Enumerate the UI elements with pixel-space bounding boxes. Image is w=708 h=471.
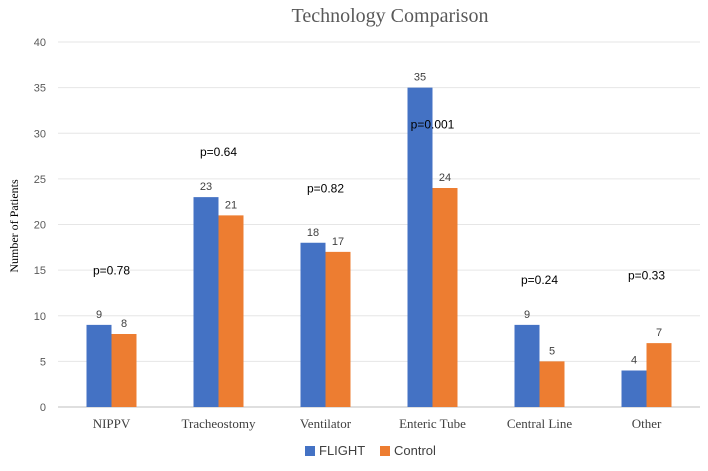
x-tick-label: Enteric Tube [399, 416, 466, 431]
p-value-annotations: p=0.78 p=0.64 p=0.82 p=0.001 p=0.24 p=0.33 [93, 118, 665, 287]
bar-control-4 [539, 361, 565, 407]
bar-control-5 [646, 343, 672, 407]
x-tick-label: Ventilator [300, 416, 352, 431]
data-label: 7 [656, 327, 662, 339]
data-label: 18 [307, 227, 319, 239]
data-label: 23 [200, 181, 212, 193]
y-tick-label: 40 [34, 37, 46, 49]
y-tick-label: 10 [34, 311, 46, 323]
data-labels: 9 8 23 21 18 17 35 24 9 5 4 7 [96, 72, 662, 367]
bars [86, 87, 672, 407]
legend-swatch-flight [305, 446, 315, 456]
p-value-label: p=0.001 [411, 118, 455, 132]
legend-swatch-control [380, 446, 390, 456]
y-tick-labels: 0 5 10 15 20 25 30 35 40 [34, 37, 46, 414]
y-tick-label: 15 [34, 265, 46, 277]
y-tick-label: 35 [34, 83, 46, 95]
data-label: 4 [631, 355, 637, 367]
legend-label-flight: FLIGHT [319, 443, 365, 458]
chart-title: Technology Comparison [292, 5, 489, 27]
p-value-label: p=0.64 [200, 145, 237, 159]
bar-control-3 [432, 188, 458, 407]
legend-label-control: Control [394, 443, 436, 458]
gridlines [58, 41, 700, 362]
y-tick-label: 0 [40, 402, 46, 414]
data-label: 17 [332, 236, 344, 248]
y-tick-label: 30 [34, 128, 46, 140]
y-tick-label: 25 [34, 174, 46, 186]
y-axis-label: Number of Patients [7, 179, 21, 273]
p-value-label: p=0.82 [307, 182, 344, 196]
data-label: 5 [549, 345, 555, 357]
data-label: 24 [439, 172, 451, 184]
bar-flight-2 [300, 242, 326, 407]
x-tick-label: Central Line [507, 416, 573, 431]
p-value-label: p=0.78 [93, 264, 130, 278]
data-label: 21 [225, 199, 237, 211]
bar-flight-3 [407, 87, 433, 407]
bar-control-1 [218, 215, 244, 407]
x-tick-label: Other [632, 416, 662, 431]
bar-flight-1 [193, 197, 219, 407]
category-labels: NIPPV Tracheostomy Ventilator Enteric Tube C… [93, 416, 662, 431]
data-label: 35 [414, 72, 426, 84]
bar-flight-5 [621, 370, 647, 407]
y-tick-label: 20 [34, 220, 46, 232]
bar-control-0 [111, 334, 137, 407]
bar-flight-4 [514, 324, 540, 407]
legend: FLIGHT Control [305, 443, 436, 458]
x-tick-label: Tracheostomy [182, 416, 256, 431]
p-value-label: p=0.24 [521, 273, 558, 287]
p-value-label: p=0.33 [628, 268, 665, 282]
data-label: 8 [121, 318, 127, 330]
x-tick-label: NIPPV [93, 416, 131, 431]
data-label: 9 [96, 309, 102, 321]
data-label: 9 [524, 309, 530, 321]
bar-flight-0 [86, 324, 112, 407]
bar-control-2 [325, 251, 351, 407]
y-tick-label: 5 [40, 356, 46, 368]
